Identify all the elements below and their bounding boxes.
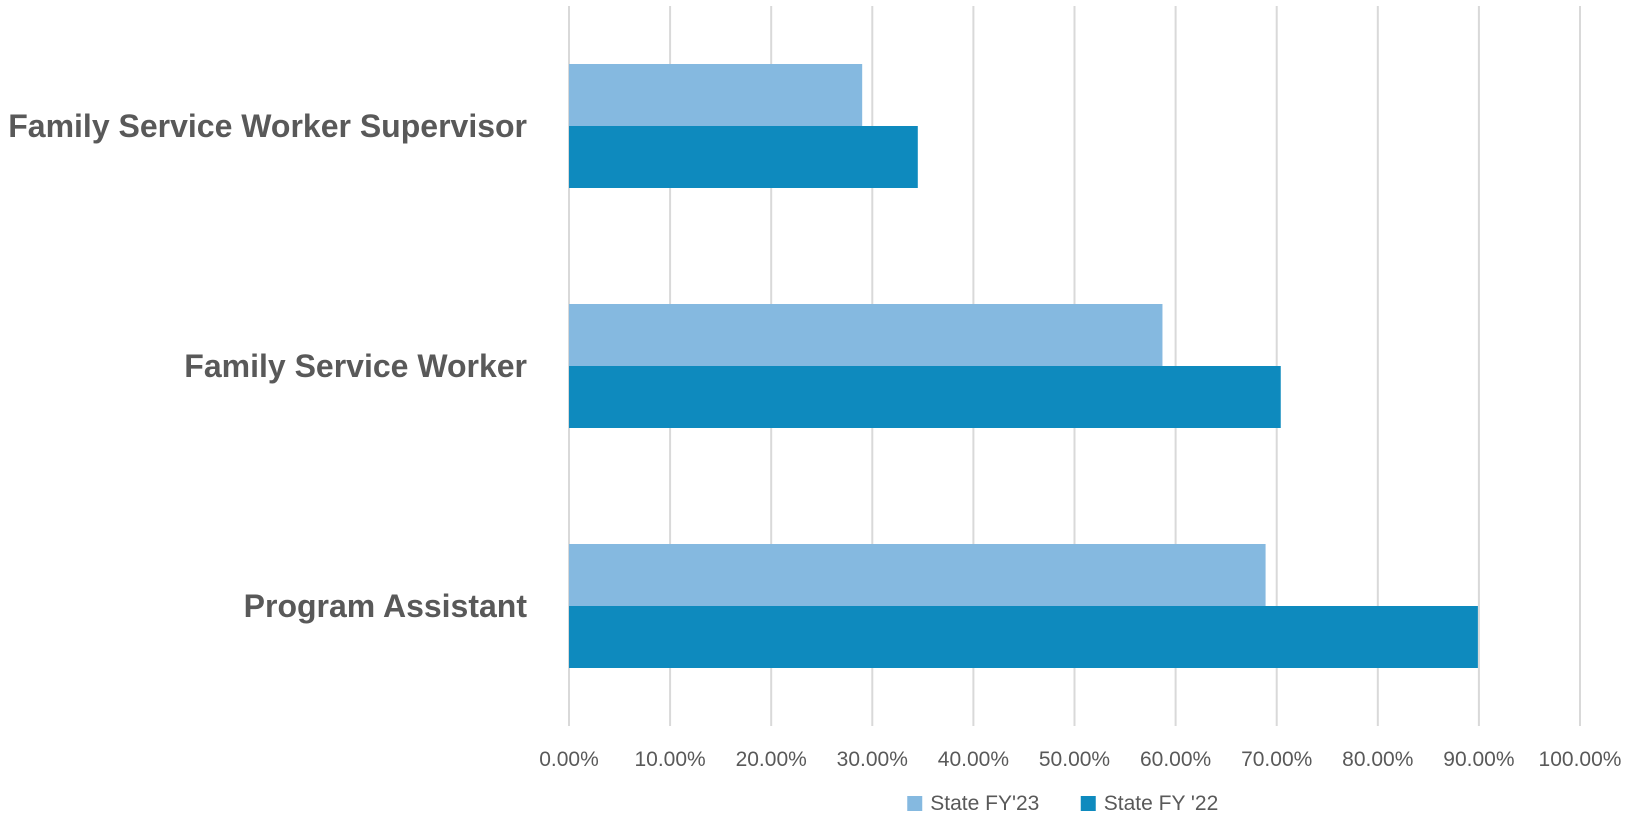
bar xyxy=(569,126,918,188)
x-tick-label: 10.00% xyxy=(634,748,705,771)
legend-label: State FY'23 xyxy=(930,792,1039,815)
x-tick-label: 80.00% xyxy=(1342,748,1413,771)
legend-swatch xyxy=(1080,796,1096,811)
legend-swatch xyxy=(907,796,923,811)
x-tick-label: 0.00% xyxy=(539,748,599,771)
category-label: Program Assistant xyxy=(244,588,528,624)
x-tick-label: 20.00% xyxy=(736,748,807,771)
bar xyxy=(569,64,863,126)
x-tick-label: 50.00% xyxy=(1039,748,1110,771)
category-labels: Family Service Worker Supervisor Family S… xyxy=(8,108,527,624)
x-tick-label: 70.00% xyxy=(1241,748,1312,771)
x-tick-label: 90.00% xyxy=(1443,748,1514,771)
x-tick-label: 30.00% xyxy=(837,748,908,771)
x-tick-label: 60.00% xyxy=(1140,748,1211,771)
bar xyxy=(569,304,1163,366)
x-tick-label: 40.00% xyxy=(938,748,1009,771)
bar xyxy=(569,544,1266,606)
legend-label: State FY '22 xyxy=(1104,792,1219,815)
legend: State FY'23 State FY '22 xyxy=(907,792,1218,815)
bars xyxy=(569,64,1478,668)
x-axis-tick-labels: 0.00% 10.00% 20.00% 30.00% 40.00% 50.00% 60.00… xyxy=(539,748,1621,771)
category-label: Family Service Worker xyxy=(184,348,527,384)
bar xyxy=(569,366,1281,428)
x-tick-label: 100.00% xyxy=(1539,748,1622,771)
category-label: Family Service Worker Supervisor xyxy=(8,108,527,144)
bar xyxy=(569,606,1478,668)
